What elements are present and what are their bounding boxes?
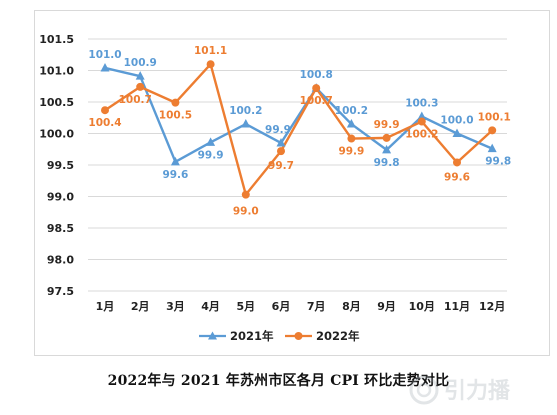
data-label: 99.9 — [265, 124, 291, 136]
x-tick-label: 4月 — [201, 300, 220, 313]
data-label: 99.9 — [198, 149, 224, 161]
data-point-marker — [101, 106, 109, 115]
x-tick-label: 12月 — [479, 300, 505, 313]
chart-frame — [34, 10, 550, 356]
data-label: 100.2 — [229, 105, 262, 117]
data-point-marker — [417, 111, 427, 120]
data-label: 99.6 — [444, 171, 470, 183]
legend-2021-marker — [208, 331, 217, 340]
data-label: 99.6 — [162, 169, 188, 181]
data-point-marker — [136, 82, 145, 91]
data-point-marker — [346, 119, 356, 128]
gridlines — [88, 38, 507, 292]
data-point-marker — [206, 137, 216, 146]
y-tick-label: 98.5 — [47, 222, 74, 235]
watermark-swirl-icon — [409, 375, 439, 405]
y-tick-label: 99.5 — [47, 159, 74, 172]
data-point-marker — [347, 134, 356, 143]
data-point-marker — [312, 84, 321, 93]
data-point-marker — [382, 133, 391, 142]
series-line-2021年 — [104, 66, 493, 164]
data-point-marker — [170, 156, 180, 166]
data-point-marker — [277, 147, 285, 156]
data-label: 100.8 — [300, 69, 333, 81]
data-label: 101.1 — [194, 45, 227, 57]
data-label: 100.1 — [478, 111, 511, 123]
data-point-marker — [241, 190, 250, 199]
legend-2022-marker — [294, 332, 303, 340]
data-point-marker — [241, 119, 251, 128]
y-axis-ticks: 101.5 101.0 100.5 100.0 99.5 99.0 98.5 98.0 97.5 — [39, 33, 74, 298]
x-tick-label: 2月 — [131, 300, 150, 313]
data-point-marker — [276, 137, 286, 147]
data-label: 100.5 — [159, 110, 192, 122]
watermark-logo: 引力播 — [409, 375, 511, 405]
watermark-text: 引力播 — [444, 379, 511, 404]
x-tick-label: 5月 — [236, 300, 255, 313]
data-point-marker — [453, 158, 461, 167]
data-label: 100.4 — [88, 117, 121, 129]
data-label: 100.3 — [405, 97, 438, 109]
data-point-marker — [135, 71, 145, 80]
data-label: 100.2 — [335, 105, 368, 117]
y-tick-label: 101.0 — [39, 65, 74, 78]
data-label: 100.7 — [300, 95, 333, 107]
data-point-marker — [171, 98, 180, 107]
y-tick-label: 100.0 — [39, 128, 74, 141]
data-label: 99.8 — [374, 157, 400, 169]
series-line-2022年 — [104, 62, 494, 196]
x-axis-ticks: 1月 2月 3月 4月 5月 6月 7月 8月 9月 10月 11月 12月 — [96, 300, 506, 313]
x-tick-label: 9月 — [377, 300, 396, 313]
x-tick-label: 1月 — [96, 300, 115, 313]
data-label: 99.8 — [485, 156, 511, 168]
data-point-marker — [487, 143, 497, 153]
data-label: 99.0 — [233, 206, 259, 218]
x-tick-label: 10月 — [409, 300, 435, 313]
chart-caption: 2022年与 2021 年苏州市区各月 CPI 环比走势对比 — [107, 373, 450, 389]
data-label: 99.9 — [374, 119, 400, 131]
data-label: 101.0 — [88, 49, 121, 61]
data-point-marker — [382, 144, 392, 154]
series-markers — [100, 60, 497, 199]
data-label: 99.7 — [268, 160, 294, 172]
x-tick-label: 7月 — [307, 300, 326, 313]
line-chart: 101.5 101.0 100.5 100.0 99.5 99.0 98.5 98.0 97.5… — [39, 33, 511, 343]
data-point-marker — [100, 62, 110, 72]
data-point-marker — [206, 60, 215, 69]
legend-2021-label: 2021年 — [230, 329, 274, 343]
data-label: 100.0 — [440, 115, 473, 127]
series-lines — [104, 62, 494, 196]
x-tick-label: 3月 — [166, 300, 185, 313]
x-tick-label: 6月 — [272, 300, 291, 313]
data-point-marker — [488, 126, 497, 135]
x-tick-label: 8月 — [342, 300, 361, 313]
data-point-marker — [417, 117, 426, 126]
y-tick-label: 100.5 — [39, 96, 74, 109]
data-label: 100.7 — [119, 94, 152, 106]
data-label: 100.9 — [124, 57, 157, 69]
y-tick-label: 99.0 — [47, 191, 74, 204]
x-tick-label: 11月 — [444, 300, 470, 313]
y-tick-label: 98.0 — [47, 254, 74, 267]
data-label: 100.2 — [405, 129, 438, 141]
y-tick-label: 97.5 — [47, 285, 74, 298]
data-labels: 101.0100.999.699.9100.299.9100.8100.299.… — [88, 45, 511, 217]
y-tick-label: 101.5 — [39, 33, 74, 46]
legend: 2021年 2022年 — [199, 329, 360, 343]
legend-2022-label: 2022年 — [316, 329, 360, 343]
data-point-marker — [452, 128, 462, 137]
data-label: 99.9 — [338, 146, 364, 158]
